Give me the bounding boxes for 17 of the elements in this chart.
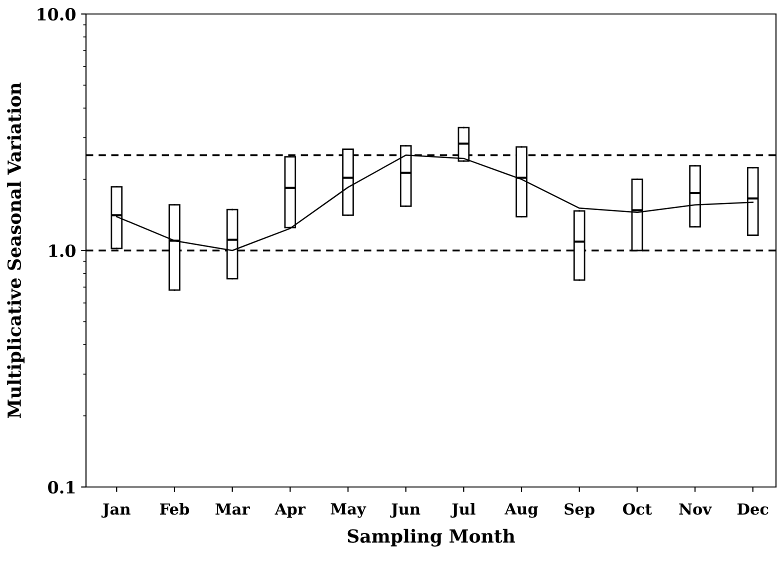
x-tick-label: Aug [504, 503, 538, 518]
x-tick-label: Jun [390, 503, 420, 518]
x-tick-label: Dec [737, 503, 768, 515]
x-tick-label: May [330, 503, 366, 518]
x-tick-label: Jan [101, 503, 130, 518]
x-tick-label: Jul [450, 502, 476, 518]
y-axis-title: Multiplicative Seasonal Variation [7, 82, 25, 418]
x-tick-label: Apr [274, 503, 306, 518]
y-tick-label: 1.0 [49, 244, 76, 258]
x-axis-title: Sampling Month [348, 528, 516, 547]
x-tick-label: Sep [564, 503, 594, 518]
x-tick-label: Mar [216, 503, 250, 515]
y-tick-label: 10.0 [38, 8, 76, 21]
x-tick-label: Feb [160, 502, 190, 515]
x-tick-label: Oct [623, 503, 652, 515]
y-tick-label: 0.1 [48, 480, 75, 494]
x-tick-label: Nov [679, 503, 712, 515]
